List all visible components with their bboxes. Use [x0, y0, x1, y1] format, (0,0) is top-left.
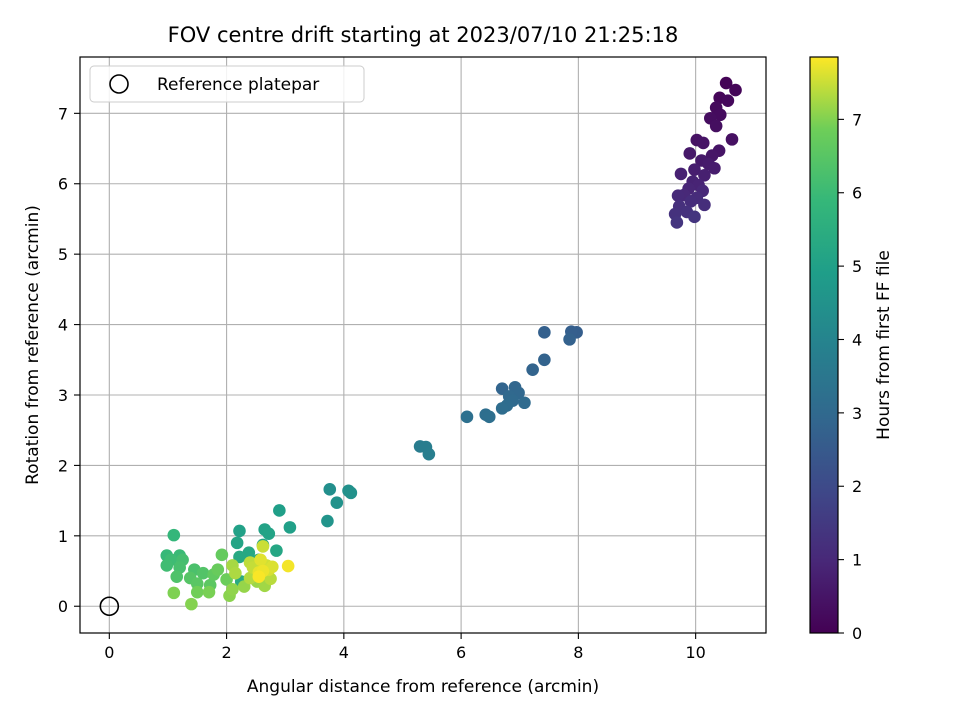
data-point-57 [330, 496, 344, 510]
gridlines [80, 57, 766, 633]
data-point-0 [719, 76, 733, 90]
legend: Reference platepar [89, 65, 365, 103]
data-point-64 [230, 536, 244, 550]
data-point-25 [671, 189, 685, 203]
data-point-67 [242, 546, 256, 560]
colorbar-tick-label-2: 2 [852, 477, 862, 496]
data-point-80 [196, 566, 210, 580]
data-point-32 [688, 210, 701, 224]
colorbar-tick-label-0: 0 [852, 624, 862, 643]
scatter-points [160, 76, 742, 611]
colorbar-tick-label-7: 7 [852, 110, 862, 129]
x-tick-label-0: 0 [104, 643, 114, 662]
colorbar-ticks: 0 1 2 3 4 5 6 7 [838, 110, 862, 643]
legend-label: Reference platepar [157, 75, 319, 95]
data-point-47 [495, 402, 509, 415]
y-tick-label-6: 6 [58, 175, 68, 194]
data-point-27 [684, 195, 698, 208]
data-point-28 [698, 198, 711, 212]
data-point-10 [696, 136, 710, 150]
data-point-53 [422, 447, 436, 461]
y-axis-ticks: 0 1 2 3 4 5 6 7 [58, 104, 80, 616]
data-point-61 [233, 524, 246, 538]
data-point-36 [538, 326, 551, 339]
data-point-103 [256, 540, 270, 553]
data-point-13 [683, 147, 697, 160]
data-point-110 [281, 559, 295, 573]
data-point-89 [202, 585, 216, 599]
data-point-93 [226, 583, 239, 596]
legend-box [89, 65, 365, 103]
colorbar-tick-label-4: 4 [852, 330, 862, 349]
colorbar: 0 1 2 3 4 5 6 7 Hours from first FF file [809, 56, 894, 643]
data-point-37 [563, 333, 576, 346]
colorbar-tick-label-5: 5 [852, 257, 862, 276]
data-point-71 [167, 528, 181, 542]
data-point-39 [526, 363, 539, 376]
x-axis-ticks: 0 2 4 6 8 10 [104, 633, 706, 662]
y-tick-label-5: 5 [58, 245, 68, 264]
y-tick-label-7: 7 [58, 104, 68, 123]
chart-title: FOV centre drift starting at 2023/07/10 … [168, 23, 679, 47]
data-point-50 [460, 410, 474, 424]
data-point-49 [482, 410, 496, 424]
data-point-59 [273, 504, 286, 517]
x-tick-label-2: 2 [221, 643, 231, 662]
data-point-16 [708, 161, 721, 175]
data-point-63 [262, 527, 276, 541]
data-point-1 [729, 83, 742, 97]
colorbar-label: Hours from first FF file [874, 250, 894, 440]
data-point-90 [167, 586, 181, 600]
data-point-17 [688, 163, 701, 176]
legend-marker [109, 74, 129, 94]
data-point-98 [229, 566, 242, 580]
y-tick-label-2: 2 [58, 456, 68, 475]
data-point-106 [266, 560, 279, 574]
data-point-88 [190, 585, 204, 599]
plot-area: 0 2 4 6 8 10 0 1 2 3 4 5 6 7 [58, 56, 767, 662]
data-point-56 [344, 486, 358, 500]
data-point-91 [185, 597, 198, 611]
data-point-19 [674, 167, 688, 181]
plot-frame [79, 56, 767, 634]
colorbar-tick-label-3: 3 [852, 404, 862, 423]
reference-platepar-marker [99, 596, 120, 617]
data-point-68 [233, 550, 246, 564]
data-point-18 [698, 168, 711, 182]
x-tick-label-4: 4 [339, 643, 349, 662]
y-tick-label-3: 3 [58, 386, 68, 405]
plot-background [80, 57, 766, 633]
y-tick-label-4: 4 [58, 316, 68, 335]
data-point-8 [725, 133, 739, 146]
data-point-66 [270, 544, 283, 557]
colorbar-tick-label-1: 1 [852, 551, 862, 570]
x-tick-label-8: 8 [573, 643, 583, 662]
data-point-111 [252, 570, 266, 583]
data-point-87 [220, 573, 233, 586]
data-point-86 [211, 563, 225, 576]
data-point-58 [321, 514, 334, 528]
colorbar-tick-label-6: 6 [852, 184, 862, 203]
y-axis-label: Rotation from reference (arcmin) [23, 205, 43, 485]
data-point-33 [670, 216, 684, 229]
data-point-85 [215, 548, 229, 562]
data-point-38 [538, 353, 551, 367]
x-axis-label: Angular distance from reference (arcmin) [247, 677, 599, 697]
x-tick-label-6: 6 [456, 643, 466, 662]
data-point-75 [160, 559, 174, 572]
y-tick-label-1: 1 [58, 527, 68, 546]
colorbar-gradient [809, 56, 839, 634]
x-tick-label-10: 10 [685, 643, 705, 662]
data-point-107 [254, 553, 267, 567]
data-point-54 [323, 483, 337, 496]
data-point-3 [721, 94, 735, 107]
data-point-79 [170, 570, 184, 583]
data-point-45 [518, 396, 531, 410]
data-point-7 [709, 119, 723, 133]
data-point-5 [713, 108, 727, 122]
data-point-60 [283, 521, 297, 534]
y-tick-label-0: 0 [58, 597, 68, 616]
